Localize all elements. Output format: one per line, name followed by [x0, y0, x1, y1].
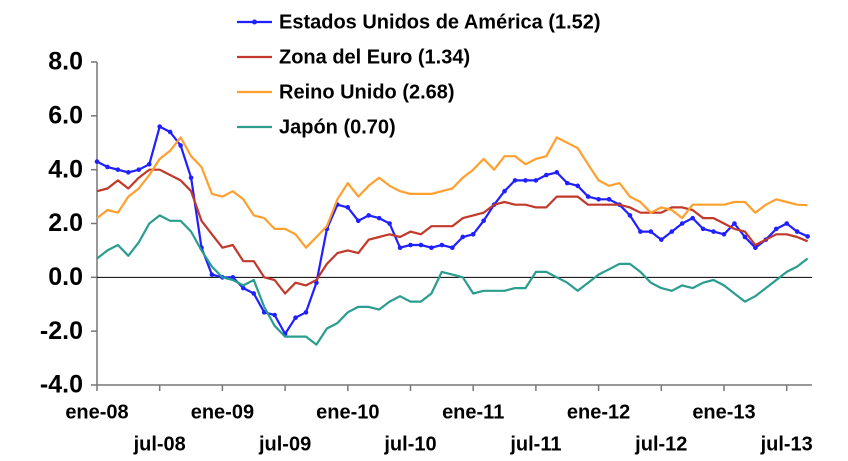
data-point: [94, 159, 100, 164]
legend-marker: [252, 19, 257, 25]
data-point: [679, 221, 685, 226]
x-tick-label: jul-13: [760, 433, 813, 455]
data-point: [648, 229, 654, 234]
data-point: [115, 167, 121, 172]
series-line: [96, 125, 809, 335]
y-tick-label: 6.0: [48, 101, 83, 129]
data-point: [366, 213, 372, 218]
data-point: [188, 175, 194, 181]
data-point: [732, 221, 737, 226]
data-point: [700, 226, 706, 232]
data-point: [544, 172, 549, 178]
data-point: [376, 215, 382, 221]
data-point: [460, 234, 466, 240]
y-tick-label: -2.0: [40, 317, 83, 345]
data-point: [742, 234, 748, 240]
data-point: [481, 218, 486, 224]
y-tick-label: -4.0: [40, 371, 83, 399]
data-point: [512, 178, 518, 183]
data-point: [805, 234, 810, 239]
data-point: [502, 188, 507, 194]
data-point: [596, 196, 601, 202]
data-point: [146, 161, 152, 167]
x-tick-label: ene-13: [692, 401, 755, 423]
legend-label: Estados Unidos de América (1.52): [279, 11, 601, 33]
y-tick-label: 0.0: [48, 263, 83, 291]
data-point: [690, 215, 695, 221]
x-tick-label: jul-10: [383, 433, 436, 455]
x-tick-label: jul-11: [509, 433, 561, 455]
data-point: [554, 170, 560, 175]
data-point: [355, 218, 361, 224]
y-tick-label: 4.0: [48, 155, 83, 183]
data-point: [230, 275, 236, 280]
data-point: [659, 237, 664, 242]
data-point: [105, 164, 110, 170]
x-tick-label: jul-08: [133, 433, 186, 455]
legend-label: Reino Unido (2.68): [279, 81, 455, 103]
data-point: [564, 180, 570, 186]
data-point: [387, 221, 392, 226]
data-point: [794, 229, 800, 234]
data-point: [241, 285, 246, 291]
data-point: [178, 143, 183, 148]
data-point: [397, 245, 403, 251]
data-point: [575, 183, 580, 189]
data-point: [126, 170, 131, 175]
data-point: [303, 310, 309, 315]
x-tick-label: ene-10: [316, 401, 379, 423]
legend-label: Japón (0.70): [279, 116, 396, 138]
data-point: [523, 178, 528, 183]
data-point: [773, 226, 779, 232]
y-tick-label: 8.0: [48, 48, 83, 76]
data-point: [167, 129, 173, 135]
x-tick-label: ene-08: [65, 401, 128, 423]
data-point: [429, 245, 434, 251]
data-point: [293, 315, 298, 321]
data-point: [638, 229, 643, 234]
data-point: [439, 242, 445, 248]
data-point: [408, 242, 413, 248]
series-line: [96, 214, 809, 346]
series-line: [96, 136, 808, 249]
data-point: [209, 272, 215, 277]
data-point: [721, 231, 727, 237]
x-tick-label: jul-12: [634, 433, 687, 455]
y-tick-label: 2.0: [48, 209, 83, 237]
data-point: [136, 167, 142, 172]
x-tick-label: ene-12: [567, 401, 630, 423]
data-point: [345, 205, 351, 210]
data-point: [251, 291, 257, 296]
data-point: [627, 213, 633, 218]
x-tick-label: ene-11: [442, 401, 504, 423]
x-tick-label: jul-09: [258, 433, 311, 455]
data-point: [753, 245, 758, 251]
data-point: [418, 242, 424, 248]
data-point: [711, 229, 716, 234]
data-point: [784, 221, 789, 226]
data-point: [606, 196, 612, 202]
data-point: [157, 124, 162, 129]
data-point: [585, 194, 591, 199]
data-point: [470, 231, 476, 237]
data-point: [450, 245, 455, 251]
data-point: [533, 178, 539, 183]
legend-label: Zona del Euro (1.34): [279, 46, 470, 68]
x-tick-label: ene-09: [191, 401, 254, 423]
data-point: [669, 229, 675, 234]
data-point: [272, 312, 277, 318]
